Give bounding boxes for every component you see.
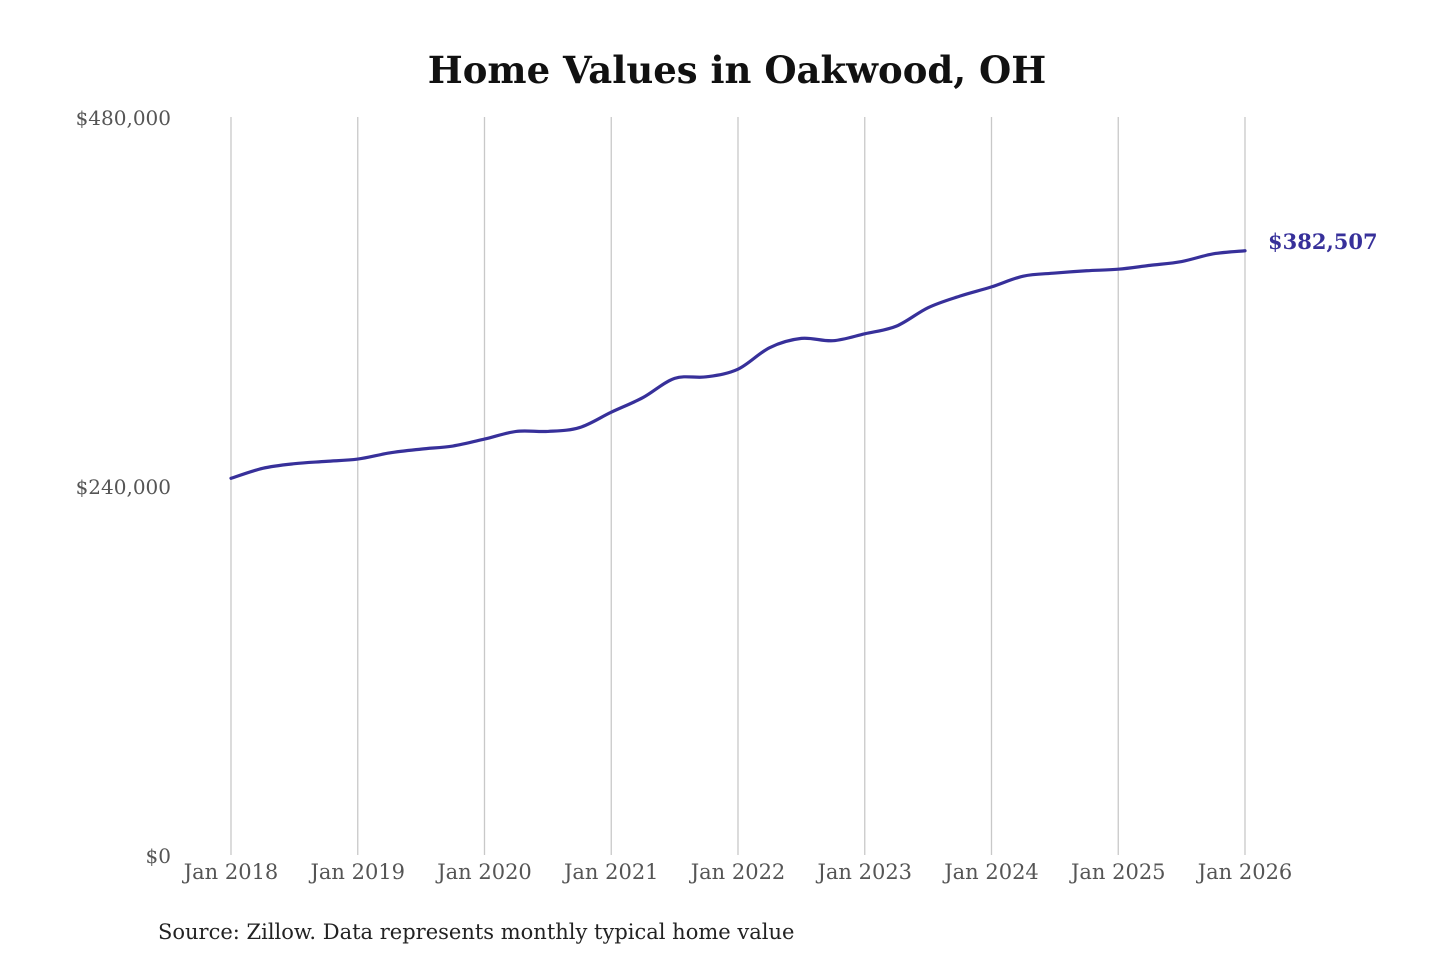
data-point	[420, 448, 423, 451]
data-point	[958, 295, 961, 298]
x-tick-label: Jan 2021	[562, 860, 659, 884]
x-tick-label: Jan 2019	[308, 860, 405, 884]
source-note: Source: Zillow. Data represents monthly …	[158, 920, 794, 944]
data-point	[515, 430, 518, 433]
data-point	[990, 285, 993, 288]
gridlines	[230, 117, 1246, 855]
y-tick-label: $240,000	[76, 475, 171, 499]
x-tick-label: Jan 2023	[815, 860, 912, 884]
chart-title: Home Values in Oakwood, OH	[428, 48, 1046, 92]
data-point	[768, 346, 771, 349]
data-point	[1053, 271, 1056, 274]
x-axis-ticks: Jan 2018 Jan 2019 Jan 2020 Jan 2021 Jan 2022…	[182, 860, 1293, 884]
data-point	[641, 396, 644, 399]
series-line	[229, 249, 1247, 480]
data-point	[261, 467, 264, 470]
x-tick-label: Jan 2025	[1069, 860, 1166, 884]
data-point	[673, 377, 676, 380]
data-point	[705, 375, 708, 378]
end-value-label: $382,507	[1268, 229, 1378, 254]
data-point	[736, 368, 739, 371]
data-point	[863, 332, 866, 335]
data-point	[293, 462, 296, 465]
data-point	[483, 438, 486, 441]
data-point	[451, 444, 454, 447]
x-tick-label: Jan 2024	[942, 860, 1039, 884]
x-tick-label: Jan 2022	[689, 860, 786, 884]
data-point	[1117, 268, 1120, 271]
data-point	[800, 337, 803, 340]
data-point	[1180, 260, 1183, 263]
data-point	[324, 460, 327, 463]
x-tick-label: Jan 2020	[435, 860, 532, 884]
data-point	[578, 426, 581, 429]
data-point	[610, 411, 613, 414]
data-point	[1085, 269, 1088, 272]
data-point	[546, 430, 549, 433]
y-tick-label: $0	[146, 844, 171, 868]
data-point	[927, 306, 930, 309]
x-tick-label: Jan 2018	[182, 860, 279, 884]
y-tick-label: $480,000	[76, 106, 171, 130]
data-point	[229, 477, 232, 480]
data-point	[1148, 264, 1151, 267]
x-tick-label: Jan 2026	[1196, 860, 1293, 884]
data-point	[1243, 249, 1246, 252]
data-point	[356, 457, 359, 460]
data-point	[831, 339, 834, 342]
data-point	[1212, 252, 1215, 255]
data-point	[1022, 275, 1025, 278]
series-layer: $382,507	[229, 229, 1378, 480]
y-axis-ticks: $0 $240,000 $480,000	[76, 106, 171, 868]
data-point	[388, 451, 391, 454]
data-point	[895, 325, 898, 328]
